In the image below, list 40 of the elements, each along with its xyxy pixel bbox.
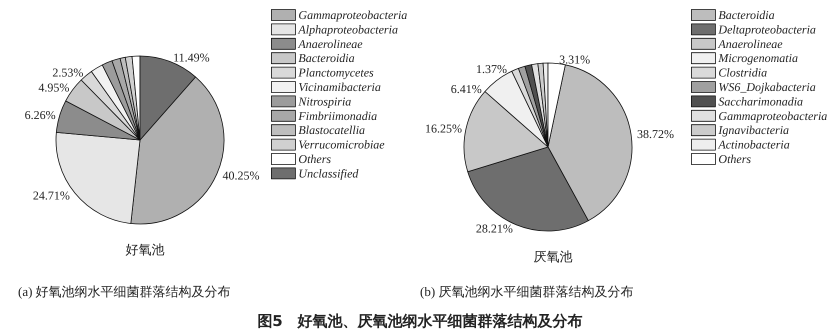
- text: (a) 好氧池纲水平细菌群落结构及分布: [18, 283, 231, 301]
- text: 好氧池: [126, 242, 164, 257]
- legend-label: Bacteroidia: [718, 8, 775, 22]
- legend-label: Gammaproteobacteria: [718, 108, 828, 123]
- legend-label: Nitrospiria: [297, 94, 352, 108]
- data-label: 16.25%: [424, 122, 462, 136]
- data-label: 11.49%: [173, 50, 210, 65]
- data-label: 2.53%: [52, 66, 84, 80]
- legend-label: Microgenomatia: [717, 51, 798, 66]
- legend-label: Anaerolineae: [297, 36, 364, 51]
- legend-label: Bacteroidia: [298, 51, 355, 66]
- data-label: 40.25%: [222, 168, 260, 183]
- text: 厌氧池: [534, 249, 572, 264]
- data-label: 38.72%: [637, 127, 674, 142]
- legend-label: Verrucomicrobiae: [298, 138, 386, 152]
- text: (b) 厌氧池纲水平细菌群落结构及分布: [420, 283, 634, 301]
- data-label: 1.37%: [476, 62, 508, 76]
- legend-label: Alphaproteobacteria: [297, 22, 398, 36]
- data-label: 3.31%: [559, 52, 590, 66]
- data-label: 6.26%: [24, 108, 56, 122]
- legend-label: Ignavibacteria: [717, 123, 790, 138]
- legend-label: Others: [298, 152, 332, 166]
- caption: 图5 好氧池、厌氧池纲水平细菌群落结构及分布: [256, 312, 584, 331]
- legend-label: Others: [718, 152, 752, 166]
- legend-label: Saccharimonadia: [718, 94, 804, 108]
- legend-label: Vicinamibacteria: [298, 80, 381, 94]
- legend-label: Actinobacteria: [717, 138, 790, 152]
- legend-label: Deltaproteobacteria: [717, 22, 816, 36]
- legend-label: Anaerolineae: [717, 36, 784, 51]
- legend-label: Unclassified: [298, 166, 360, 180]
- data-label: 4.95%: [38, 80, 70, 94]
- legend-label: WS6_Dojkabacteria: [718, 80, 816, 94]
- legend-label: Clostridia: [718, 66, 768, 80]
- legend-label: Fimbriimonadia: [297, 108, 378, 123]
- legend-label: Planctomycetes: [297, 66, 374, 80]
- data-label: 24.71%: [32, 188, 70, 203]
- legend-label: Blastocatellia: [298, 123, 366, 138]
- legend-label: Gammaproteobacteria: [298, 8, 408, 22]
- data-label: 28.21%: [476, 222, 513, 236]
- data-label: 6.41%: [450, 82, 482, 96]
